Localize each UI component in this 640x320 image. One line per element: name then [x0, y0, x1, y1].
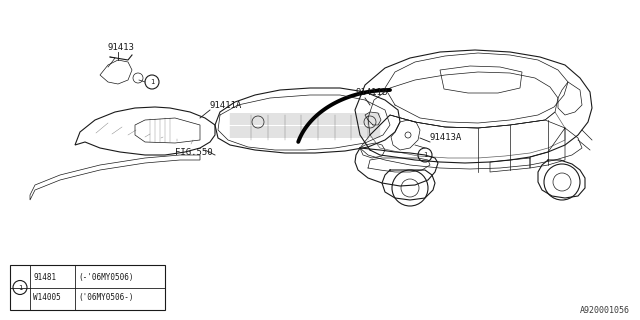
Text: (-'06MY0506): (-'06MY0506)	[78, 273, 134, 282]
Text: A920001056: A920001056	[580, 306, 630, 315]
Text: 1: 1	[423, 152, 427, 158]
Text: 91411B: 91411B	[355, 88, 387, 97]
Text: ('06MY0506-): ('06MY0506-)	[78, 293, 134, 302]
Text: W14005: W14005	[33, 293, 61, 302]
Text: FIG.550: FIG.550	[175, 148, 212, 157]
Text: 91413A: 91413A	[430, 133, 462, 142]
Text: 91481: 91481	[33, 273, 56, 282]
Text: 91411A: 91411A	[210, 101, 243, 110]
Bar	[10, 265, 165, 310]
Text: 1: 1	[18, 284, 22, 291]
Text: 1: 1	[150, 79, 154, 85]
Text: 91413: 91413	[108, 43, 135, 52]
